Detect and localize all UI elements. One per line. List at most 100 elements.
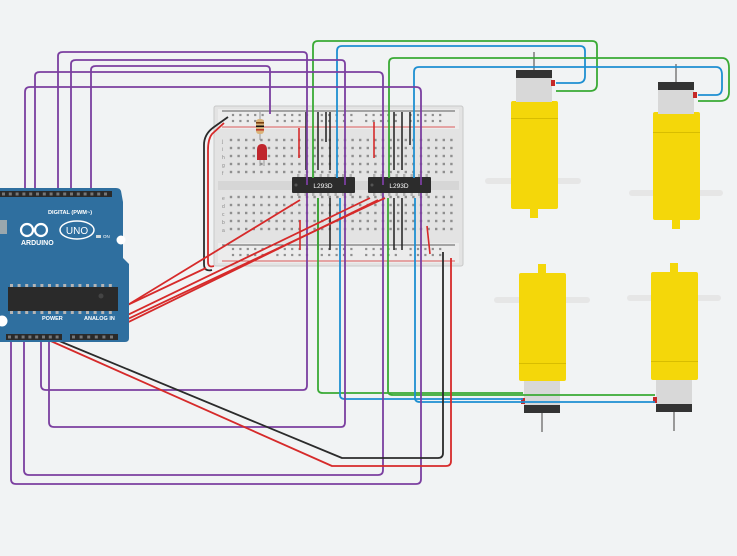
breadboard-hole	[298, 211, 301, 215]
breadboard-hole	[229, 170, 233, 174]
digital-header[interactable]	[0, 191, 112, 197]
breadboard-hole	[260, 227, 263, 231]
breadboard-hole	[435, 138, 438, 142]
breadboard-hole	[267, 211, 271, 215]
breadboard-hole	[229, 227, 233, 231]
breadboard-hole	[290, 211, 293, 215]
motor-gearbox	[511, 101, 558, 209]
breadboard-hole	[404, 195, 407, 199]
led[interactable]	[257, 144, 267, 166]
dc-gear-motor-bottom-right[interactable]	[627, 263, 721, 431]
resistor[interactable]	[256, 112, 264, 140]
rail-hole	[409, 253, 412, 257]
chip-pin	[342, 193, 345, 196]
arduino-logo: ARDUINO	[19, 222, 54, 247]
breadboard-hole	[290, 227, 293, 231]
rail-hole	[431, 119, 434, 123]
breadboard-hole	[351, 227, 354, 231]
breadboard-hole	[389, 146, 392, 150]
dc-gear-motor-top-left[interactable]	[485, 52, 581, 218]
breadboard-hole	[374, 219, 377, 223]
breadboard-hole	[290, 146, 293, 150]
breadboard-hole	[442, 154, 445, 158]
rail-hole	[416, 119, 420, 123]
breadboard-hole	[442, 138, 445, 142]
breadboard-hole	[450, 219, 453, 223]
purple-wire	[70, 59, 346, 192]
mcu-pin	[78, 311, 82, 314]
analog-label: ANALOG IN	[84, 316, 115, 322]
breadboard-hole	[442, 211, 445, 215]
resistor-band	[256, 125, 264, 128]
breadboard-hole	[397, 203, 400, 207]
power-header[interactable]	[6, 334, 62, 340]
analog-header[interactable]	[70, 334, 118, 340]
dc-gear-motor-top-right[interactable]	[629, 64, 723, 229]
purple-wire	[24, 86, 422, 192]
rail-hole	[365, 113, 368, 117]
breadboard-hole	[397, 211, 400, 215]
breadboard-hole	[351, 203, 354, 207]
header-pin	[110, 335, 113, 339]
breadboard-hole	[450, 227, 453, 231]
rail-hole	[431, 253, 434, 257]
breadboard-hole	[397, 146, 400, 150]
chip-pin	[297, 193, 300, 196]
purple-wire	[90, 65, 271, 192]
rail-hole	[298, 253, 301, 257]
breadboard-hole	[252, 146, 255, 150]
chip-pin	[349, 193, 352, 196]
breadboard-hole	[298, 162, 301, 166]
breadboard-hole	[290, 162, 293, 166]
breadboard-hole	[412, 219, 415, 223]
breadboard-hole	[435, 195, 438, 199]
breadboard-hole	[275, 195, 278, 199]
breadboard-hole	[450, 211, 453, 215]
breadboard-hole	[435, 211, 438, 215]
chip-pins	[373, 174, 428, 196]
breadboard-hole	[359, 146, 362, 150]
header-pin	[70, 192, 73, 196]
arduino-uno-board[interactable]: DIGITAL (PWM~) ARDUINO UNO ON POWER ANAL…	[0, 188, 129, 342]
breadboard-hole	[283, 227, 286, 231]
motor-gearbox	[653, 112, 700, 220]
dc-gear-motor-bottom-left[interactable]	[494, 264, 590, 432]
header-pin	[76, 192, 80, 196]
breadboard-hole	[313, 203, 316, 207]
bottom-header-pins	[8, 335, 113, 339]
chip-pin	[380, 174, 383, 177]
breadboard-hole	[359, 203, 362, 207]
breadboard-hole	[351, 138, 354, 142]
row-letters-bottom: e d c b a	[222, 196, 225, 234]
header-pin	[28, 335, 32, 339]
rail-hole	[416, 247, 420, 251]
breadboard-hole	[290, 138, 293, 142]
breadboard-hole	[321, 195, 324, 199]
mcu-pin	[108, 284, 112, 287]
breadboard-hole	[435, 154, 438, 158]
row-letter: d	[222, 204, 225, 210]
l293d-chip[interactable]: L293D	[368, 174, 431, 196]
motor-terminal	[551, 80, 555, 86]
mcu-pin	[55, 311, 59, 314]
breadboard-hole	[237, 138, 240, 142]
arduino-brand: ARDUINO	[21, 240, 54, 247]
green-wire	[387, 198, 655, 396]
mcu-pin	[32, 284, 36, 287]
breadboard-hole	[237, 227, 240, 231]
breadboard-hole	[366, 227, 369, 231]
breadboard-hole	[229, 162, 233, 166]
motor-seam	[653, 132, 700, 133]
breadboard-hole	[290, 219, 293, 223]
row-letter: i	[222, 147, 223, 153]
breadboard-hole	[435, 146, 438, 150]
chip-pin	[334, 193, 337, 196]
chip-pin	[327, 174, 330, 177]
purple-wire	[34, 71, 384, 192]
breadboard-hole	[427, 154, 430, 158]
row-letter: h	[222, 155, 225, 161]
breadboard-hole	[389, 138, 392, 142]
rail-hole	[254, 253, 257, 257]
